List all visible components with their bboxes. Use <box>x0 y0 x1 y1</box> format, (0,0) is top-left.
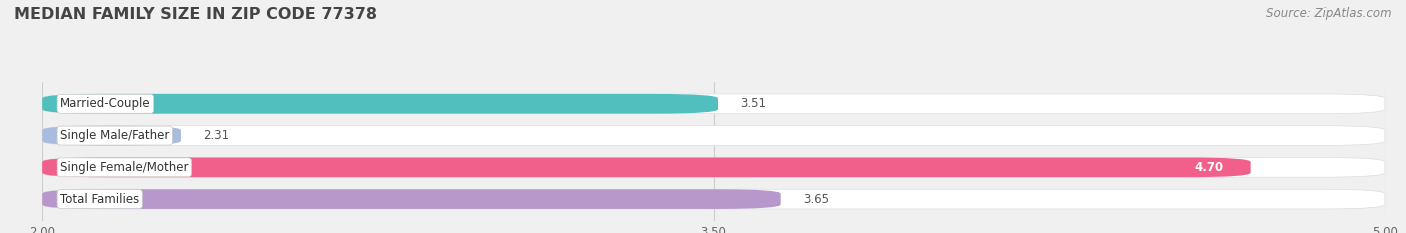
FancyBboxPatch shape <box>42 158 1385 177</box>
Text: 3.65: 3.65 <box>803 193 830 206</box>
FancyBboxPatch shape <box>42 189 780 209</box>
FancyBboxPatch shape <box>42 158 1251 177</box>
Text: 4.70: 4.70 <box>1195 161 1223 174</box>
Text: Single Female/Mother: Single Female/Mother <box>60 161 188 174</box>
Text: MEDIAN FAMILY SIZE IN ZIP CODE 77378: MEDIAN FAMILY SIZE IN ZIP CODE 77378 <box>14 7 377 22</box>
Text: 3.51: 3.51 <box>741 97 766 110</box>
FancyBboxPatch shape <box>42 189 1385 209</box>
FancyBboxPatch shape <box>42 126 181 145</box>
Text: Source: ZipAtlas.com: Source: ZipAtlas.com <box>1267 7 1392 20</box>
Text: 2.31: 2.31 <box>204 129 229 142</box>
Text: Total Families: Total Families <box>60 193 139 206</box>
FancyBboxPatch shape <box>42 94 718 114</box>
FancyBboxPatch shape <box>42 126 1385 145</box>
Text: Single Male/Father: Single Male/Father <box>60 129 170 142</box>
Text: Married-Couple: Married-Couple <box>60 97 150 110</box>
FancyBboxPatch shape <box>42 94 1385 114</box>
